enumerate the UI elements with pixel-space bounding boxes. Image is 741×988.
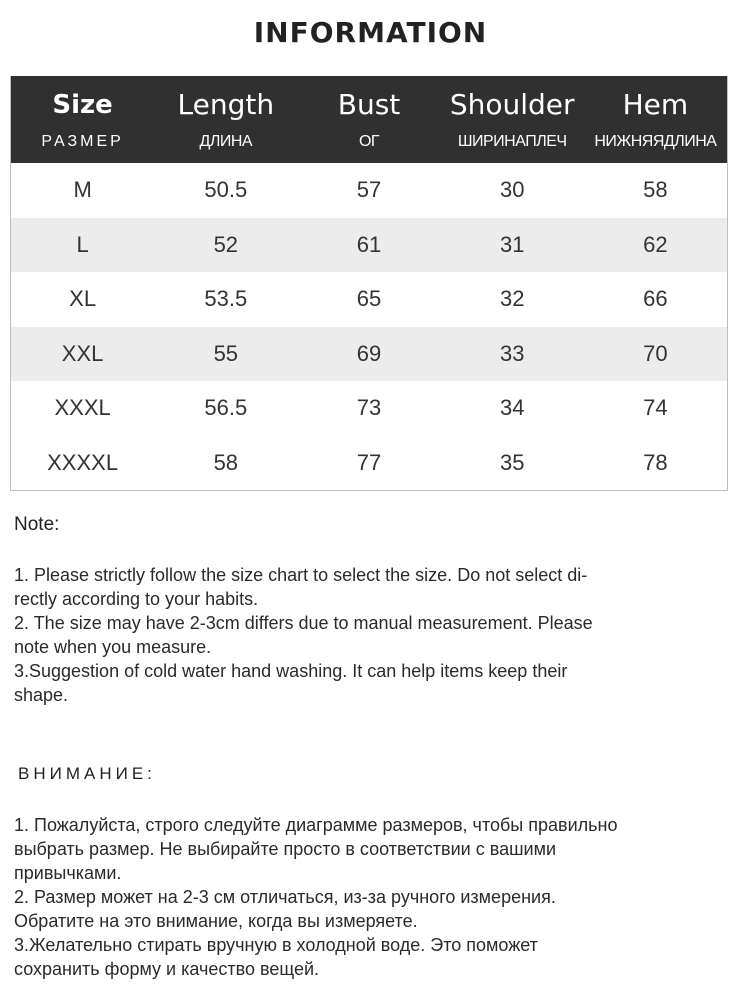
column-header-sublabel: ШИРИНАПЛЕЧ xyxy=(457,133,567,150)
cell-size: M xyxy=(73,177,92,203)
table-row: XL 53.5 65 32 66 xyxy=(11,272,727,327)
note-line: shape. xyxy=(14,685,69,705)
cell-shoulder: 33 xyxy=(499,340,525,366)
attention-line: выбрать размер. Не выбирайте просто в со… xyxy=(14,839,557,859)
cell-hem: 66 xyxy=(643,286,668,312)
attention-line: 1. Пожалуйста, строго следуйте диаграмме… xyxy=(14,815,618,835)
attention-heading: ВНИМАНИЕ: xyxy=(18,764,156,783)
cell-bust: 65 xyxy=(356,286,382,312)
cell-size: XXXL xyxy=(54,395,111,421)
column-header-hem: Hem НИЖНЯЯДЛИНА xyxy=(584,76,727,163)
table-row: L 52 61 31 62 xyxy=(11,217,727,272)
cell-hem: 70 xyxy=(643,340,668,366)
cell-bust: 73 xyxy=(356,395,382,421)
note-line: 3.Suggestion of cold water hand washing.… xyxy=(14,661,568,681)
cell-length: 52 xyxy=(213,231,239,257)
table-row: XXL 55 69 33 70 xyxy=(11,326,727,381)
note-text: 1. Please strictly follow the size chart… xyxy=(14,563,714,707)
note-line: 2. The size may have 2-3cm differs due t… xyxy=(14,613,593,633)
cell-length: 56.5 xyxy=(204,395,248,421)
cell-shoulder: 35 xyxy=(499,449,525,475)
table-row: XXXL 56.5 73 34 74 xyxy=(11,381,727,436)
cell-bust: 77 xyxy=(356,449,382,475)
cell-shoulder: 32 xyxy=(499,286,525,312)
cell-length: 50.5 xyxy=(204,177,248,203)
cell-size: XL xyxy=(69,286,97,312)
cell-shoulder: 31 xyxy=(499,231,525,257)
note-line: 1. Please strictly follow the size chart… xyxy=(14,565,588,585)
table-row: M 50.5 57 30 58 xyxy=(11,163,727,218)
cell-shoulder: 34 xyxy=(499,395,525,421)
cell-length: 58 xyxy=(213,449,239,475)
column-header-label: Bust xyxy=(337,88,401,121)
table-row: XXXXL 58 77 35 78 xyxy=(11,436,727,491)
cell-hem: 78 xyxy=(643,449,668,475)
column-header-bust: Bust ОГ xyxy=(297,76,440,163)
column-header-sublabel: РАЗМЕР xyxy=(41,133,124,150)
cell-hem: 74 xyxy=(643,395,668,421)
cell-shoulder: 30 xyxy=(499,177,525,203)
attention-line: 3.Желательно стирать вручную в холодной … xyxy=(14,935,538,955)
column-header-sublabel: ОГ xyxy=(358,133,380,150)
attention-line: Обратите на это внимание, когда вы измер… xyxy=(14,911,418,931)
cell-bust: 61 xyxy=(356,231,382,257)
column-header-label: Size xyxy=(52,90,113,120)
attention-line: привычками. xyxy=(14,863,122,883)
cell-length: 53.5 xyxy=(204,286,248,312)
cell-length: 55 xyxy=(213,340,239,366)
attention-line: сохранить форму и качество вещей. xyxy=(14,959,320,979)
cell-hem: 62 xyxy=(643,231,668,257)
table-header: Size РАЗМЕР Length ДЛИНА Bust ОГ Shoulde… xyxy=(11,76,727,163)
cell-size: XXL xyxy=(61,340,104,366)
column-header-sublabel: ДЛИНА xyxy=(199,133,253,150)
cell-hem: 58 xyxy=(643,177,668,203)
note-line: note when you measure. xyxy=(14,637,212,657)
cell-bust: 69 xyxy=(356,340,382,366)
column-header-label: Hem xyxy=(622,88,689,121)
attention-line: 2. Размер может на 2-3 см отличаться, из… xyxy=(14,887,556,907)
attention-text: 1. Пожалуйста, строго следуйте диаграмме… xyxy=(14,813,714,981)
cell-size: L xyxy=(76,231,89,257)
cell-bust: 57 xyxy=(356,177,382,203)
page-title: INFORMATION xyxy=(253,16,488,49)
column-header-length: Length ДЛИНА xyxy=(154,76,297,163)
column-header-label: Length xyxy=(177,88,275,121)
column-header-shoulder: Shoulder ШИРИНАПЛЕЧ xyxy=(441,76,584,163)
note-line: rectly according to your habits. xyxy=(14,589,259,609)
cell-size: XXXXL xyxy=(47,449,119,475)
size-table: Size РАЗМЕР Length ДЛИНА Bust ОГ Shoulde… xyxy=(10,76,728,491)
column-header-size: Size РАЗМЕР xyxy=(11,76,154,163)
column-header-label: Shoulder xyxy=(449,88,575,121)
note-heading: Note: xyxy=(14,514,60,535)
column-header-sublabel: НИЖНЯЯДЛИНА xyxy=(594,133,717,150)
